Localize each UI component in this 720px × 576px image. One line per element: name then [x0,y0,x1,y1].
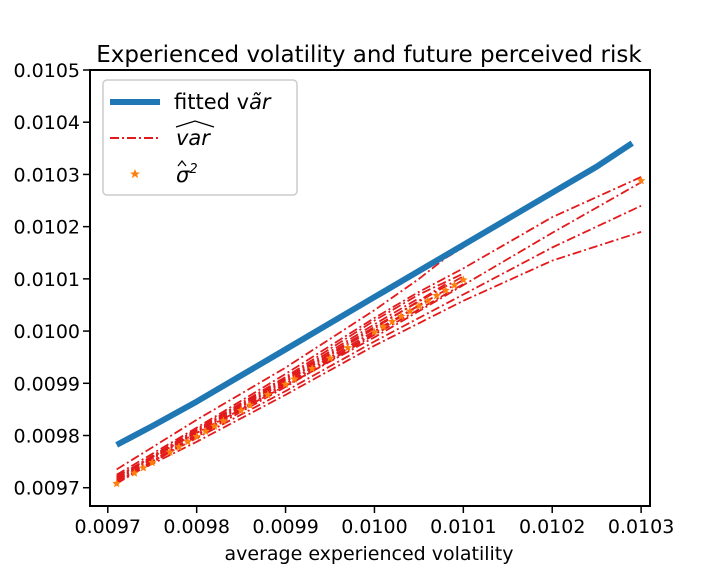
series-line-var-9 [116,283,464,485]
y-tick-label-2: 0.0099 [14,373,80,395]
series-line-var-4 [116,231,642,483]
sigma-point-14 [281,379,290,388]
sigma-point-17 [325,353,335,362]
sigma-point-15 [290,374,299,383]
legend-label-sigma: σ2 [176,162,198,187]
y-tick-label-0: 0.0097 [14,478,80,500]
sigma-point-20 [379,322,388,331]
sigma-point-25 [423,296,433,305]
series-line-var-6 [116,272,464,479]
sigma-point-19 [370,327,379,336]
sigma-point-3 [147,458,157,467]
sigma-point-16 [307,364,317,373]
sigma-point-8 [201,426,210,435]
plot-frame [89,69,651,507]
sigma-point-2 [139,463,148,472]
tick-layer: 0.0097 0.0098 0.0099 0.0100 0.0101 0.0102 0.01… [14,60,675,538]
sigma-point-26 [432,291,441,300]
sigma-point-11 [236,405,246,415]
series-line-var-1 [116,176,642,476]
sigma-point-0 [112,479,121,488]
y-tick-label-6: 0.0103 [14,164,80,186]
sigma-point-1 [130,468,139,477]
x-tick-label-6: 0.0103 [608,516,674,538]
legend-label-sigma-hat [177,159,187,167]
legend-swatch-sigma [130,169,140,179]
y-tick-label-1: 0.0098 [14,426,80,448]
sigma-point-7 [192,432,201,441]
y-tick-label-4: 0.0101 [14,269,80,291]
x-axis-label: average experienced volatility [225,543,514,565]
series-layer [112,140,646,488]
chart-title: Experienced volatility and future percei… [96,42,642,68]
sigma-point-24 [414,301,424,310]
sigma-point-4 [165,447,175,456]
x-tick-label-4: 0.0101 [430,516,496,538]
legend-label-fitted: fitted vãr [174,90,272,114]
sigma-point-10 [219,416,228,425]
x-tick-label-2: 0.0099 [252,516,318,538]
x-tick-label-3: 0.0100 [341,516,407,538]
series-line-fitted [115,140,634,448]
sigma-point-18 [343,343,353,352]
sigma-point-5 [174,442,184,451]
sigma-point-23 [405,306,415,315]
legend-box [102,79,298,196]
sigma-point-12 [245,400,255,409]
sigma-point-13 [263,390,273,399]
sigma-point-29 [459,275,468,284]
x-tick-label-1: 0.0098 [163,516,229,538]
sigma-point-21 [387,317,397,326]
sigma-point-6 [183,437,193,446]
y-tick-label-7: 0.0104 [14,112,80,134]
sigma-point-22 [396,312,406,321]
sigma-point-9 [210,421,219,430]
sigma-point-30 [636,176,646,185]
legend-label-var-hat [175,120,215,128]
x-tick-label-0: 0.0097 [75,516,141,538]
y-tick-label-3: 0.0100 [14,321,80,343]
legend: fitted vãr var σ2 [102,79,298,196]
y-tick-label-8: 0.0105 [14,60,80,82]
legend-label-var: var [176,126,211,150]
sigma-point-28 [450,280,459,289]
y-tick-label-5: 0.0102 [14,217,80,239]
x-tick-label-5: 0.0102 [519,516,585,538]
sigma-point-27 [441,285,450,294]
